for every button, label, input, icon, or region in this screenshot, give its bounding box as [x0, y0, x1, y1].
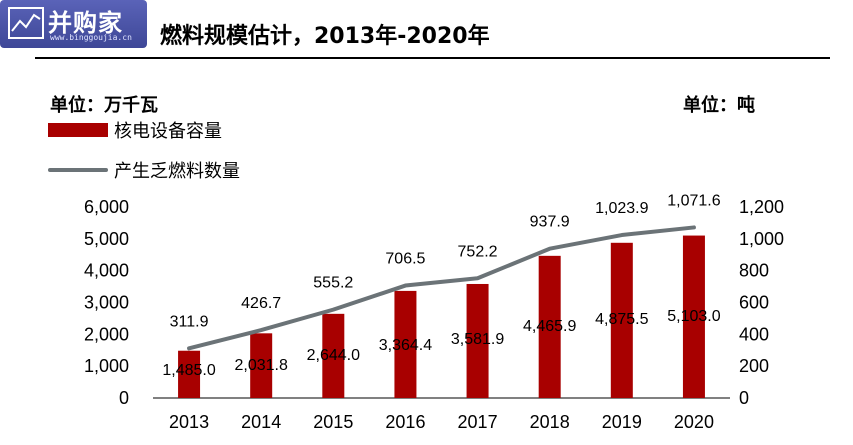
- line-data-label: 555.2: [313, 275, 353, 292]
- logo: 并购家 www.binggoujia.cn: [0, 0, 147, 48]
- y-left-tick-label: 1,000: [84, 356, 129, 376]
- bar: [322, 313, 345, 398]
- x-tick-label: 2013: [169, 412, 209, 432]
- y-right-tick-label: 1,000: [739, 229, 784, 249]
- y-right-tick-label: 400: [739, 324, 769, 344]
- x-tick-label: 2014: [241, 412, 281, 432]
- x-tick-label: 2015: [313, 412, 353, 432]
- chart-logo-icon: [8, 7, 44, 39]
- bar-data-label: 5,103.0: [667, 308, 720, 325]
- line-data-label: 1,023.9: [595, 200, 648, 217]
- title-rule: [35, 57, 830, 59]
- x-tick-label: 2020: [674, 412, 714, 432]
- bar-data-label: 4,465.9: [523, 318, 576, 335]
- bar-data-label: 3,364.4: [379, 337, 432, 354]
- y-left-tick-label: 2,000: [84, 324, 129, 344]
- chart-title: 燃料规模估计，2013年-2020年: [160, 24, 490, 49]
- series-line: [187, 225, 696, 351]
- line-data-label: 937.9: [530, 214, 570, 231]
- bar: [682, 235, 705, 398]
- legend-line-label: 产生乏燃料数量: [114, 161, 240, 182]
- legend-item-bar: 核电设备容量: [48, 118, 222, 142]
- y-right-tick-label: 800: [739, 261, 769, 281]
- bar-data-label: 3,581.9: [451, 331, 504, 348]
- bar: [538, 255, 561, 398]
- line-data-label: 426.7: [241, 295, 281, 312]
- bar-data-label: 2,031.8: [234, 357, 287, 374]
- y-left-tick-label: 4,000: [84, 261, 129, 281]
- y-right-tick-label: 600: [739, 293, 769, 313]
- logo-subtext: www.binggoujia.cn: [50, 33, 132, 42]
- y-left-tick-label: 6,000: [84, 197, 129, 217]
- y-left-tick-label: 0: [119, 388, 129, 408]
- legend-line-swatch: [48, 168, 108, 172]
- x-tick-label: 2019: [602, 412, 642, 432]
- logo-text: 并购家: [48, 9, 123, 37]
- legend-bar-swatch: [48, 123, 108, 137]
- line-data-label: 752.2: [458, 243, 498, 260]
- unit-left: 单位：万千瓦: [50, 95, 158, 116]
- line-data-label: 311.9: [170, 313, 209, 330]
- bar-data-label: 1,485.0: [162, 362, 215, 379]
- legend-bar-label: 核电设备容量: [114, 121, 222, 142]
- bar-data-label: 2,644.0: [307, 347, 360, 364]
- x-tick-label: 2018: [530, 412, 570, 432]
- line-data-label: 1,071.6: [667, 192, 720, 209]
- bar: [178, 350, 201, 398]
- y-left-tick-label: 3,000: [84, 293, 129, 313]
- y-right-tick-label: 1,200: [739, 197, 784, 217]
- bar: [610, 242, 633, 398]
- x-tick-label: 2017: [458, 412, 498, 432]
- x-tick-label: 2016: [385, 412, 425, 432]
- unit-right: 单位：吨: [683, 95, 755, 116]
- legend-item-line: 产生乏燃料数量: [48, 158, 240, 182]
- bar: [250, 333, 273, 398]
- y-right-tick-label: 200: [739, 356, 769, 376]
- bar: [394, 290, 417, 398]
- bar: [466, 283, 489, 398]
- y-left-tick-label: 5,000: [84, 229, 129, 249]
- bar-data-label: 4,875.5: [595, 311, 648, 328]
- y-right-tick-label: 0: [739, 388, 749, 408]
- line-data-label: 706.5: [385, 251, 425, 268]
